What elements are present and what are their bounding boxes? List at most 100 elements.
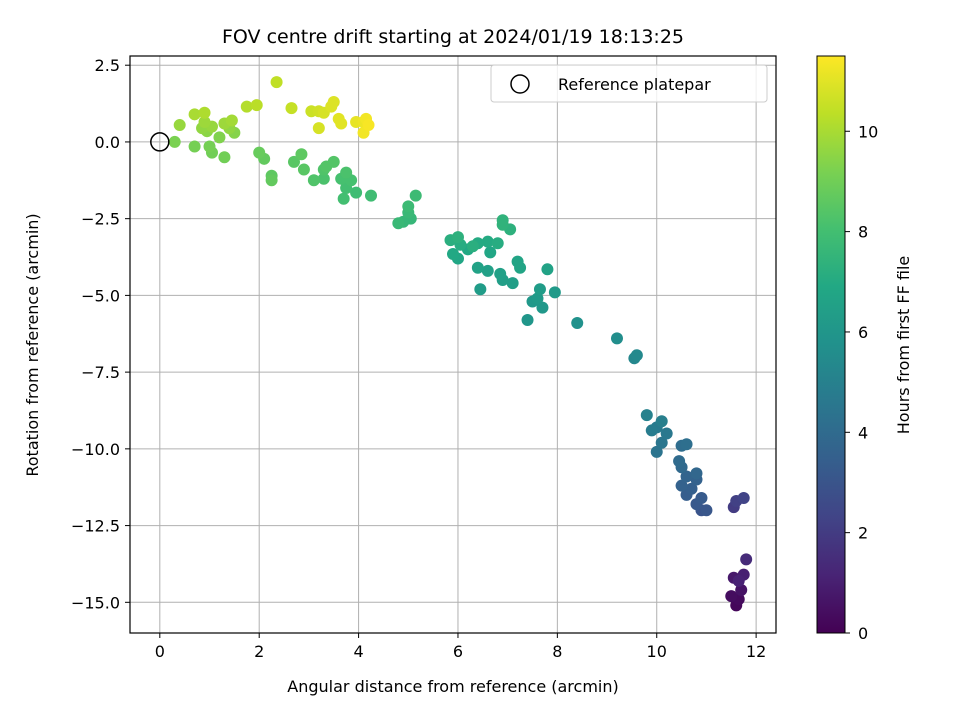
data-point — [350, 186, 363, 199]
y-axis-ticks: 2.5 0.0 −2.5 −5.0 −7.5 −10.0 −12.5 −15.0 — [71, 56, 130, 612]
data-point — [481, 235, 494, 248]
data-point — [225, 114, 238, 127]
data-point — [511, 255, 524, 268]
data-point — [270, 76, 283, 89]
data-point — [548, 286, 561, 299]
data-point — [737, 491, 750, 504]
data-point — [685, 482, 698, 495]
data-point — [695, 491, 708, 504]
y-tick-label: 0.0 — [95, 133, 120, 152]
data-point — [312, 122, 325, 135]
data-point — [451, 231, 464, 244]
data-point — [392, 217, 405, 230]
data-point — [630, 349, 643, 362]
x-tick-label: 6 — [453, 642, 463, 661]
data-point — [725, 590, 738, 603]
data-point — [645, 424, 658, 437]
data-point — [287, 155, 300, 168]
data-point — [188, 108, 201, 121]
data-point — [650, 445, 663, 458]
data-point — [700, 504, 713, 517]
data-point — [409, 189, 422, 202]
data-points — [168, 76, 753, 612]
colorbar-tick-label: 8 — [858, 223, 868, 242]
data-point — [285, 102, 298, 115]
y-tick-label: −12.5 — [71, 517, 120, 536]
data-point — [265, 174, 278, 187]
data-point — [494, 267, 507, 280]
reference-marker — [150, 132, 170, 152]
data-point — [735, 584, 748, 597]
colorbar-label: Hours from first FF file — [894, 256, 913, 435]
data-point — [531, 292, 544, 305]
data-point — [447, 247, 459, 260]
colorbar-ticks: 0 2 4 6 8 10 — [845, 122, 878, 643]
colorbar-gradient — [816, 55, 846, 634]
data-point — [491, 237, 504, 250]
legend: Reference platepar — [490, 64, 768, 103]
data-point — [484, 246, 497, 259]
data-point — [732, 574, 745, 587]
data-point — [541, 263, 554, 276]
legend-box — [490, 64, 768, 103]
data-point — [250, 99, 263, 112]
data-point — [680, 470, 693, 483]
data-point — [655, 415, 668, 428]
plot-area: 0 2 4 6 8 10 12 2.5 0.0 −2.5 −5.0 −7.5 −10.0 −12.5 −1… — [71, 55, 777, 661]
y-tick-label: −15.0 — [71, 593, 120, 612]
y-axis-label: Rotation from reference (arcmin) — [23, 213, 42, 476]
grid-lines — [130, 56, 776, 633]
x-tick-label: 2 — [254, 642, 264, 661]
colorbar-tick-label: 6 — [858, 323, 868, 342]
data-point — [740, 553, 753, 566]
data-point — [188, 140, 201, 153]
y-tick-label: −10.0 — [71, 440, 120, 459]
data-point — [173, 119, 186, 132]
colorbar-tick-label: 4 — [858, 423, 868, 442]
data-point — [218, 151, 231, 164]
data-point — [203, 140, 216, 153]
data-point — [640, 409, 653, 422]
data-point — [533, 283, 546, 296]
x-tick-label: 0 — [155, 642, 165, 661]
x-tick-label: 10 — [647, 642, 667, 661]
data-point — [297, 163, 310, 176]
data-point — [168, 135, 181, 148]
x-tick-label: 12 — [746, 642, 766, 661]
data-point — [213, 131, 226, 144]
data-point — [481, 264, 494, 277]
x-axis-ticks: 0 2 4 6 8 10 12 — [155, 633, 766, 661]
y-tick-label: −5.0 — [81, 286, 120, 305]
data-point — [680, 438, 693, 451]
x-tick-label: 4 — [353, 642, 363, 661]
x-tick-label: 8 — [552, 642, 562, 661]
data-point — [240, 100, 253, 113]
data-point — [466, 240, 479, 253]
data-point — [521, 313, 534, 326]
data-point — [655, 436, 668, 449]
data-point — [327, 96, 340, 109]
data-point — [295, 148, 308, 161]
data-point — [506, 277, 519, 290]
data-point — [675, 479, 688, 492]
colorbar-tick-label: 2 — [858, 524, 868, 543]
legend-marker-icon — [510, 74, 530, 94]
data-point — [327, 155, 340, 168]
data-point — [340, 166, 353, 179]
data-point — [335, 117, 348, 130]
data-point — [402, 200, 415, 213]
data-point — [660, 427, 673, 440]
data-point — [365, 189, 378, 202]
legend-entry: Reference platepar — [558, 75, 711, 94]
plot-frame — [129, 55, 777, 634]
data-point — [253, 146, 266, 159]
data-point — [317, 172, 330, 185]
data-point — [471, 261, 484, 274]
colorbar: 0 2 4 6 8 10 Hours from first FF file — [816, 55, 913, 643]
colorbar-tick-label: 0 — [858, 624, 868, 643]
chart-title: FOV centre drift starting at 2024/01/19 … — [222, 26, 684, 48]
data-point — [474, 283, 487, 296]
data-point — [198, 106, 211, 119]
data-point — [337, 192, 350, 205]
